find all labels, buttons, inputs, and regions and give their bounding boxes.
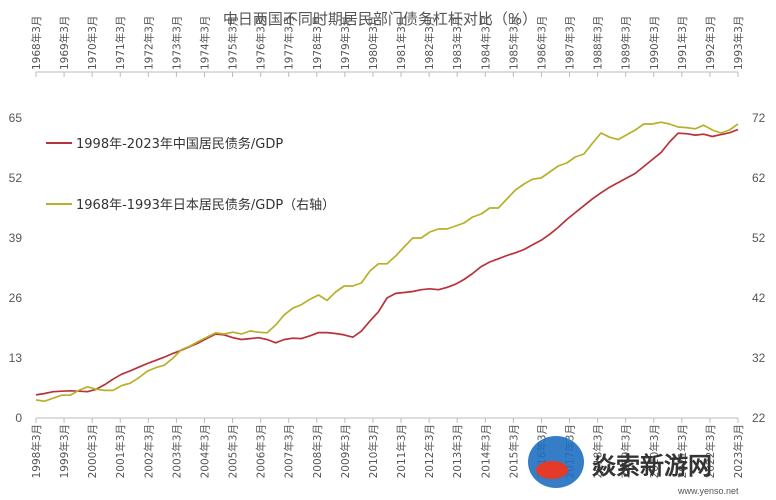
left-tick-label: 52	[9, 171, 23, 185]
bottom-tick-label: 2019年3月	[620, 424, 633, 478]
bottom-tick-label: 2004年3月	[198, 424, 211, 478]
bottom-tick-label: 2009年3月	[339, 424, 352, 478]
left-tick-label: 39	[9, 231, 23, 245]
legend: 1998年-2023年中国居民债务/GDP 1968年-1993年日本居民债务/…	[46, 136, 335, 213]
top-tick-label: 1990年3月	[648, 16, 661, 70]
top-tick-label: 1975年3月	[227, 16, 240, 70]
bottom-tick-label: 2022年3月	[704, 424, 717, 478]
top-tick-label: 1972年3月	[142, 16, 155, 70]
watermark-brand: 焱索新游网	[592, 452, 712, 480]
top-x-axis: 1968年3月 1969年3月 1970年3月 1971年3月 1972年3月 1973年…	[30, 16, 745, 77]
top-tick-label: 1971年3月	[114, 16, 127, 70]
bottom-tick-label: 2008年3月	[311, 424, 324, 478]
left-tick-label: 65	[9, 111, 23, 125]
top-tick-label: 1970年3月	[86, 16, 99, 70]
bottom-tick-label: 2006年3月	[255, 424, 268, 478]
top-tick-label: 1973年3月	[170, 16, 183, 70]
top-tick-label: 1977年3月	[283, 16, 296, 70]
top-tick-label: 1986年3月	[535, 16, 548, 70]
bottom-tick-label: 2014年3月	[479, 424, 492, 478]
top-tick-label: 1992年3月	[704, 16, 717, 70]
series-layer	[35, 121, 739, 403]
top-tick-label: 1993年3月	[732, 16, 745, 70]
top-tick-label: 1979年3月	[339, 16, 352, 70]
watermark-url: www.yenso.net	[677, 486, 739, 496]
right-tick-label: 62	[752, 171, 766, 185]
top-tick-label: 1991年3月	[676, 16, 689, 70]
bottom-tick-label: 2002年3月	[142, 424, 155, 478]
bottom-tick-label: 2005年3月	[227, 424, 240, 478]
bottom-tick-label: 2015年3月	[507, 424, 520, 478]
series-line-japan	[35, 121, 739, 403]
bottom-tick-label: 2021年3月	[676, 424, 689, 478]
left-tick-label: 13	[9, 351, 23, 365]
chart-title: 中日两国不同时期居民部门债务杠杆对比（%）	[223, 10, 537, 28]
series-line-china	[35, 128, 739, 396]
bottom-tick-label: 2020年3月	[648, 424, 661, 478]
bottom-tick-label: 2013年3月	[451, 424, 464, 478]
top-tick-label: 1968年3月	[30, 16, 43, 70]
legend-label-japan: 1968年-1993年日本居民债务/GDP（右轴）	[76, 197, 335, 213]
bottom-tick-label: 1999年3月	[58, 424, 71, 478]
top-tick-label: 1982年3月	[423, 16, 436, 70]
right-tick-label: 42	[752, 291, 766, 305]
right-y-axis: 22 32 42 52 62 72	[752, 111, 766, 425]
bottom-tick-label: 2010年3月	[367, 424, 380, 478]
top-tick-label: 1980年3月	[367, 16, 380, 70]
bottom-tick-label: 2000年3月	[86, 424, 99, 478]
bottom-tick-label: 2018年3月	[592, 424, 605, 478]
top-tick-label: 1988年3月	[592, 16, 605, 70]
left-tick-label: 0	[15, 411, 22, 425]
bottom-tick-label: 2012年3月	[423, 424, 436, 478]
legend-label-china: 1998年-2023年中国居民债务/GDP	[76, 136, 283, 152]
watermark-logo: 焱索新游网 www.yenso.net	[528, 436, 739, 496]
bottom-tick-label: 2023年3月	[732, 424, 745, 478]
left-y-axis: 0 13 26 39 52 65	[9, 111, 23, 425]
top-tick-label: 1987年3月	[564, 16, 577, 70]
bottom-tick-label: 2007年3月	[283, 424, 296, 478]
right-tick-label: 32	[752, 351, 766, 365]
bottom-tick-label: 1998年3月	[30, 424, 43, 478]
top-tick-label: 1974年3月	[198, 16, 211, 70]
top-tick-label: 1983年3月	[451, 16, 464, 70]
right-tick-label: 52	[752, 231, 766, 245]
top-tick-label: 1985年3月	[507, 16, 520, 70]
bottom-tick-label: 2001年3月	[114, 424, 127, 478]
right-tick-label: 72	[752, 111, 766, 125]
top-tick-label: 1984年3月	[479, 16, 492, 70]
top-tick-label: 1981年3月	[395, 16, 408, 70]
right-tick-label: 22	[752, 411, 766, 425]
top-tick-label: 1969年3月	[58, 16, 71, 70]
top-tick-label: 1989年3月	[620, 16, 633, 70]
bottom-tick-label: 2011年3月	[395, 424, 408, 478]
top-tick-label: 1976年3月	[255, 16, 268, 70]
watermark-flame-icon	[536, 461, 568, 479]
bottom-tick-label: 2003年3月	[170, 424, 183, 478]
left-tick-label: 26	[9, 291, 23, 305]
top-tick-label: 1978年3月	[311, 16, 324, 70]
